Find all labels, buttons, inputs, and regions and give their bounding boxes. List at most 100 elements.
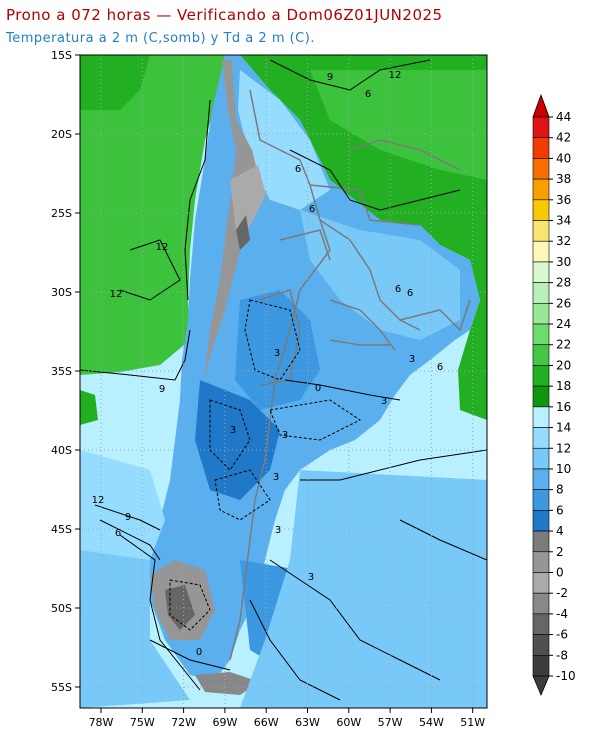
colorbar-swatch [532, 427, 550, 449]
temperature-colorbar: 4442403836343230282624222018161412108642… [532, 93, 576, 697]
lon-tick-label: 66W [254, 716, 279, 729]
colorbar-label: 10 [556, 462, 571, 476]
colorbar-label: -10 [556, 669, 576, 683]
colorbar-label: 24 [556, 317, 571, 331]
contour-label: 3 [308, 572, 314, 583]
contour-label: 6 [407, 288, 413, 299]
colorbar-max-arrow [532, 93, 550, 118]
contour-label: 12 [92, 495, 105, 506]
lat-tick-label: 50S [51, 602, 72, 615]
lon-tick-label: 51W [460, 716, 485, 729]
lon-tick-label: 57W [378, 716, 403, 729]
colorbar-swatch [532, 468, 550, 490]
contour-label: 3 [275, 525, 281, 536]
colorbar-label: 6 [556, 503, 564, 517]
contour-label: 12 [156, 242, 169, 253]
contour-label: 6 [395, 284, 401, 295]
colorbar-swatch [532, 178, 550, 201]
colorbar-label: 42 [556, 131, 571, 145]
contour-label: 6 [437, 362, 443, 373]
colorbar-label: 32 [556, 234, 571, 248]
colorbar-swatch [532, 530, 550, 553]
contour-label: 3 [282, 430, 288, 441]
colorbar-label: 2 [556, 545, 564, 559]
colorbar-swatch [532, 116, 550, 139]
colorbar-label: 38 [556, 172, 571, 186]
colorbar-label: 40 [556, 151, 571, 165]
country-borders [229, 89, 471, 661]
contour-label: 3 [273, 472, 279, 483]
colorbar-label: 22 [556, 338, 571, 352]
colorbar-swatch [532, 240, 550, 263]
colorbar-label: 14 [556, 421, 571, 435]
contour-label: 3 [230, 425, 236, 436]
contour-lines [80, 59, 487, 701]
colorbar-label: 20 [556, 358, 571, 372]
lat-tick-label: 55S [51, 681, 72, 694]
map-frame [79, 54, 488, 709]
contour-label: 0 [315, 383, 321, 394]
colorbar-label: 8 [556, 483, 564, 497]
colorbar-label: 44 [556, 110, 571, 124]
contour-label: 9 [327, 72, 333, 83]
lat-tick-label: 35S [51, 365, 72, 378]
lat-tick-label: 45S [51, 523, 72, 536]
lat-tick-label: 15S [51, 49, 72, 62]
lat-tick-label: 20S [51, 128, 72, 141]
lat-tick-label: 25S [51, 207, 72, 220]
contour-label: 6 [295, 164, 301, 175]
colorbar-swatch [532, 261, 550, 283]
colorbar-swatch [532, 303, 550, 325]
lon-tick-label: 78W [89, 716, 114, 729]
colorbar-swatch [532, 551, 550, 573]
contour-label: 12 [389, 70, 402, 81]
colorbar-swatch [532, 323, 550, 346]
colorbar-label: 36 [556, 193, 571, 207]
tierra-del-fuego [195, 672, 260, 695]
contour-label: 12 [110, 289, 123, 300]
contour-label: 6 [115, 528, 121, 539]
map-subtitle: Temperatura a 2 m (C,somb) y Td a 2 m (C… [6, 31, 315, 46]
contour-label: 6 [365, 89, 371, 100]
colorbar-swatch [532, 613, 550, 635]
lat-tick-label: 30S [51, 286, 72, 299]
colorbar-swatch [532, 344, 550, 366]
colorbar-label: 30 [556, 255, 571, 269]
colorbar-min-arrow [532, 675, 550, 697]
map-axes: 15S 20S 25S 30S 35S 40S 45S 50S 55S 78W 75W 72W 69W 6… [51, 49, 485, 729]
colorbar-swatch [532, 572, 550, 594]
colorbar-label: 26 [556, 296, 571, 310]
contour-label: 6 [309, 204, 315, 215]
colorbar-swatch [532, 137, 550, 159]
lon-tick-label: 72W [171, 716, 196, 729]
colorbar-label: 28 [556, 276, 571, 290]
lat-tick-label: 40S [51, 444, 72, 457]
lon-tick-label: 69W [212, 716, 237, 729]
colorbar-swatch [532, 220, 550, 242]
contour-label: 3 [409, 354, 415, 365]
colorbar-swatch [532, 158, 550, 180]
colorbar-swatch [532, 199, 550, 221]
colorbar-label: 0 [556, 565, 564, 579]
map-title: Prono a 072 horas — Verificando a Dom06Z… [6, 6, 443, 24]
lon-tick-label: 75W [130, 716, 155, 729]
contour-label: 9 [159, 384, 165, 395]
colorbar-label: -6 [556, 628, 568, 642]
colorbar-swatch [532, 592, 550, 615]
colorbar-swatch [532, 365, 550, 387]
colorbar-label: -8 [556, 648, 568, 662]
colorbar-swatch [532, 634, 550, 656]
colorbar-label: 4 [556, 524, 564, 538]
pacific-warm-zone [80, 55, 225, 375]
colorbar-label: -4 [556, 607, 568, 621]
lon-tick-label: 63W [295, 716, 320, 729]
andes-range [204, 60, 262, 380]
colorbar-swatch [532, 489, 550, 511]
lon-tick-label: 54W [419, 716, 444, 729]
colorbar-swatch [532, 447, 550, 470]
contour-label: 9 [125, 512, 131, 523]
contour-label: 0 [196, 647, 202, 658]
